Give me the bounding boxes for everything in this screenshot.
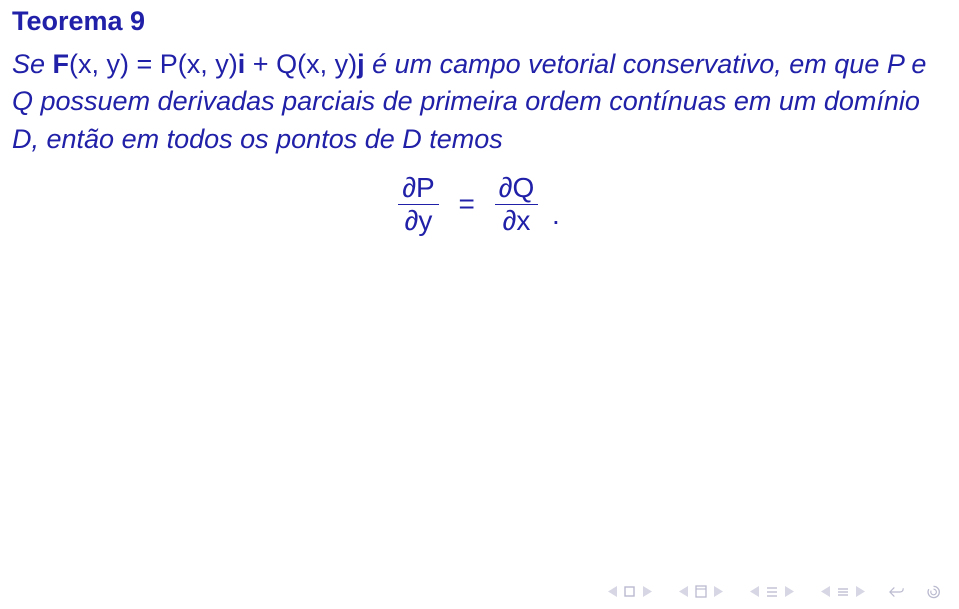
navigation-bar: [605, 584, 941, 599]
body-plus: +: [245, 49, 276, 79]
rhs-num: ∂Q: [495, 174, 539, 205]
triangle-right-icon: [852, 584, 867, 599]
swirl-icon: [926, 584, 941, 599]
fraction-lhs: ∂P ∂y: [398, 174, 439, 235]
fraction-rhs: ∂Q ∂x: [495, 174, 539, 235]
triangle-right-icon: [781, 584, 796, 599]
body-eq2: Q(x, y): [276, 49, 357, 79]
triangle-right-icon: [639, 584, 654, 599]
nav-search-button[interactable]: [926, 584, 941, 599]
lhs-num: ∂P: [398, 174, 439, 205]
triangle-left-icon: [605, 584, 620, 599]
lines-icon: [764, 584, 779, 599]
doc-icon: [693, 584, 708, 599]
slide: Teorema 9 Se F(x, y) = P(x, y)i + Q(x, y…: [0, 0, 959, 609]
equals-sign: =: [450, 185, 482, 224]
body-eq1: (x, y) = P(x, y): [69, 49, 238, 79]
nav-back-button[interactable]: [889, 584, 904, 599]
back-arrow-icon: [889, 584, 904, 599]
rhs-den: ∂x: [495, 205, 539, 235]
lines-icon: [835, 584, 850, 599]
triangle-left-icon: [818, 584, 833, 599]
triangle-right-icon: [710, 584, 725, 599]
triangle-left-icon: [747, 584, 762, 599]
triangle-left-icon: [676, 584, 691, 599]
nav-group-frame[interactable]: [818, 584, 867, 599]
body-j: j: [357, 49, 365, 79]
equation: ∂P ∂y = ∂Q ∂x .: [12, 174, 942, 235]
nav-group-subsection[interactable]: [747, 584, 796, 599]
square-icon: [622, 584, 637, 599]
lhs-den: ∂y: [398, 205, 439, 235]
body-se: Se: [12, 49, 53, 79]
nav-group-section[interactable]: [676, 584, 725, 599]
block-body: Se F(x, y) = P(x, y)i + Q(x, y)j é um ca…: [12, 46, 942, 235]
nav-group-slide-first[interactable]: [605, 584, 654, 599]
block-title: Teorema 9: [12, 6, 145, 37]
body-F: F: [53, 49, 70, 79]
equation-period: .: [550, 196, 560, 235]
